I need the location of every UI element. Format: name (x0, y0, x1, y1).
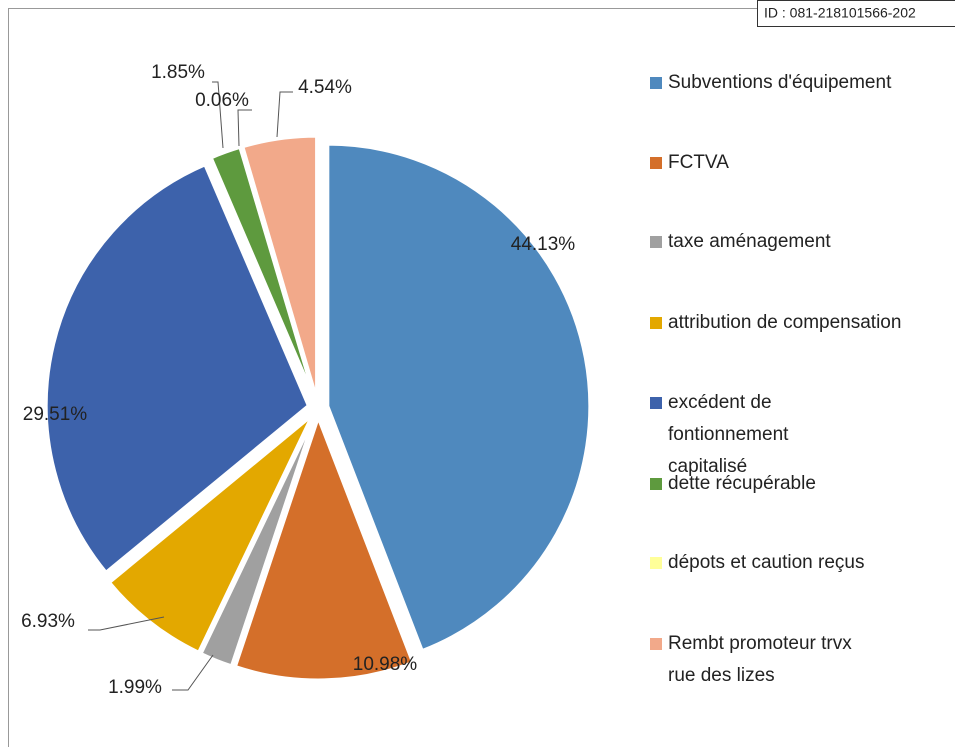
legend-swatch (650, 478, 662, 490)
legend-label: Rembt promoteur trvx rue des lizes (668, 633, 852, 686)
data-label: 0.06% (195, 90, 249, 111)
chart-border (8, 8, 955, 747)
pie-slice (107, 414, 314, 655)
legend-label: attribution de compensation (668, 312, 901, 333)
legend-label: taxe aménagement (668, 231, 831, 252)
leader-line (88, 616, 165, 631)
leader-line (172, 654, 214, 691)
leader-line (212, 81, 224, 149)
legend-swatch (650, 557, 662, 569)
leader-line (237, 109, 252, 147)
data-label: 4.54% (298, 77, 352, 98)
legend-label: Subventions d'équipement (668, 72, 892, 93)
legend-label: dette récupérable (668, 473, 816, 494)
legend-swatch (650, 638, 662, 650)
legend-swatch (650, 397, 662, 409)
pie-slice (44, 162, 311, 575)
leader-line (276, 91, 293, 138)
legend-label: dépots et caution reçus (668, 552, 864, 573)
id-stamp: ID : 081-218101566-202 (764, 5, 916, 21)
legend-label: FCTVA (668, 152, 729, 173)
legend-swatch (650, 236, 662, 248)
legend-swatch (650, 157, 662, 169)
pie-slice (199, 416, 316, 668)
pie-slice (240, 134, 319, 399)
data-label: 1.85% (151, 62, 205, 83)
data-label: 1.99% (108, 677, 162, 698)
legend-label: excédent de fontionnement capitalisé (668, 392, 789, 477)
id-box (757, 0, 955, 27)
data-label: 29.51% (23, 404, 88, 425)
legend-swatch (650, 317, 662, 329)
data-label: 10.98% (353, 654, 418, 675)
pie-slice (326, 142, 592, 653)
data-label: 6.93% (21, 611, 75, 632)
data-label: 44.13% (511, 234, 576, 255)
pie-slice (233, 413, 415, 682)
legend-swatch (650, 77, 662, 89)
